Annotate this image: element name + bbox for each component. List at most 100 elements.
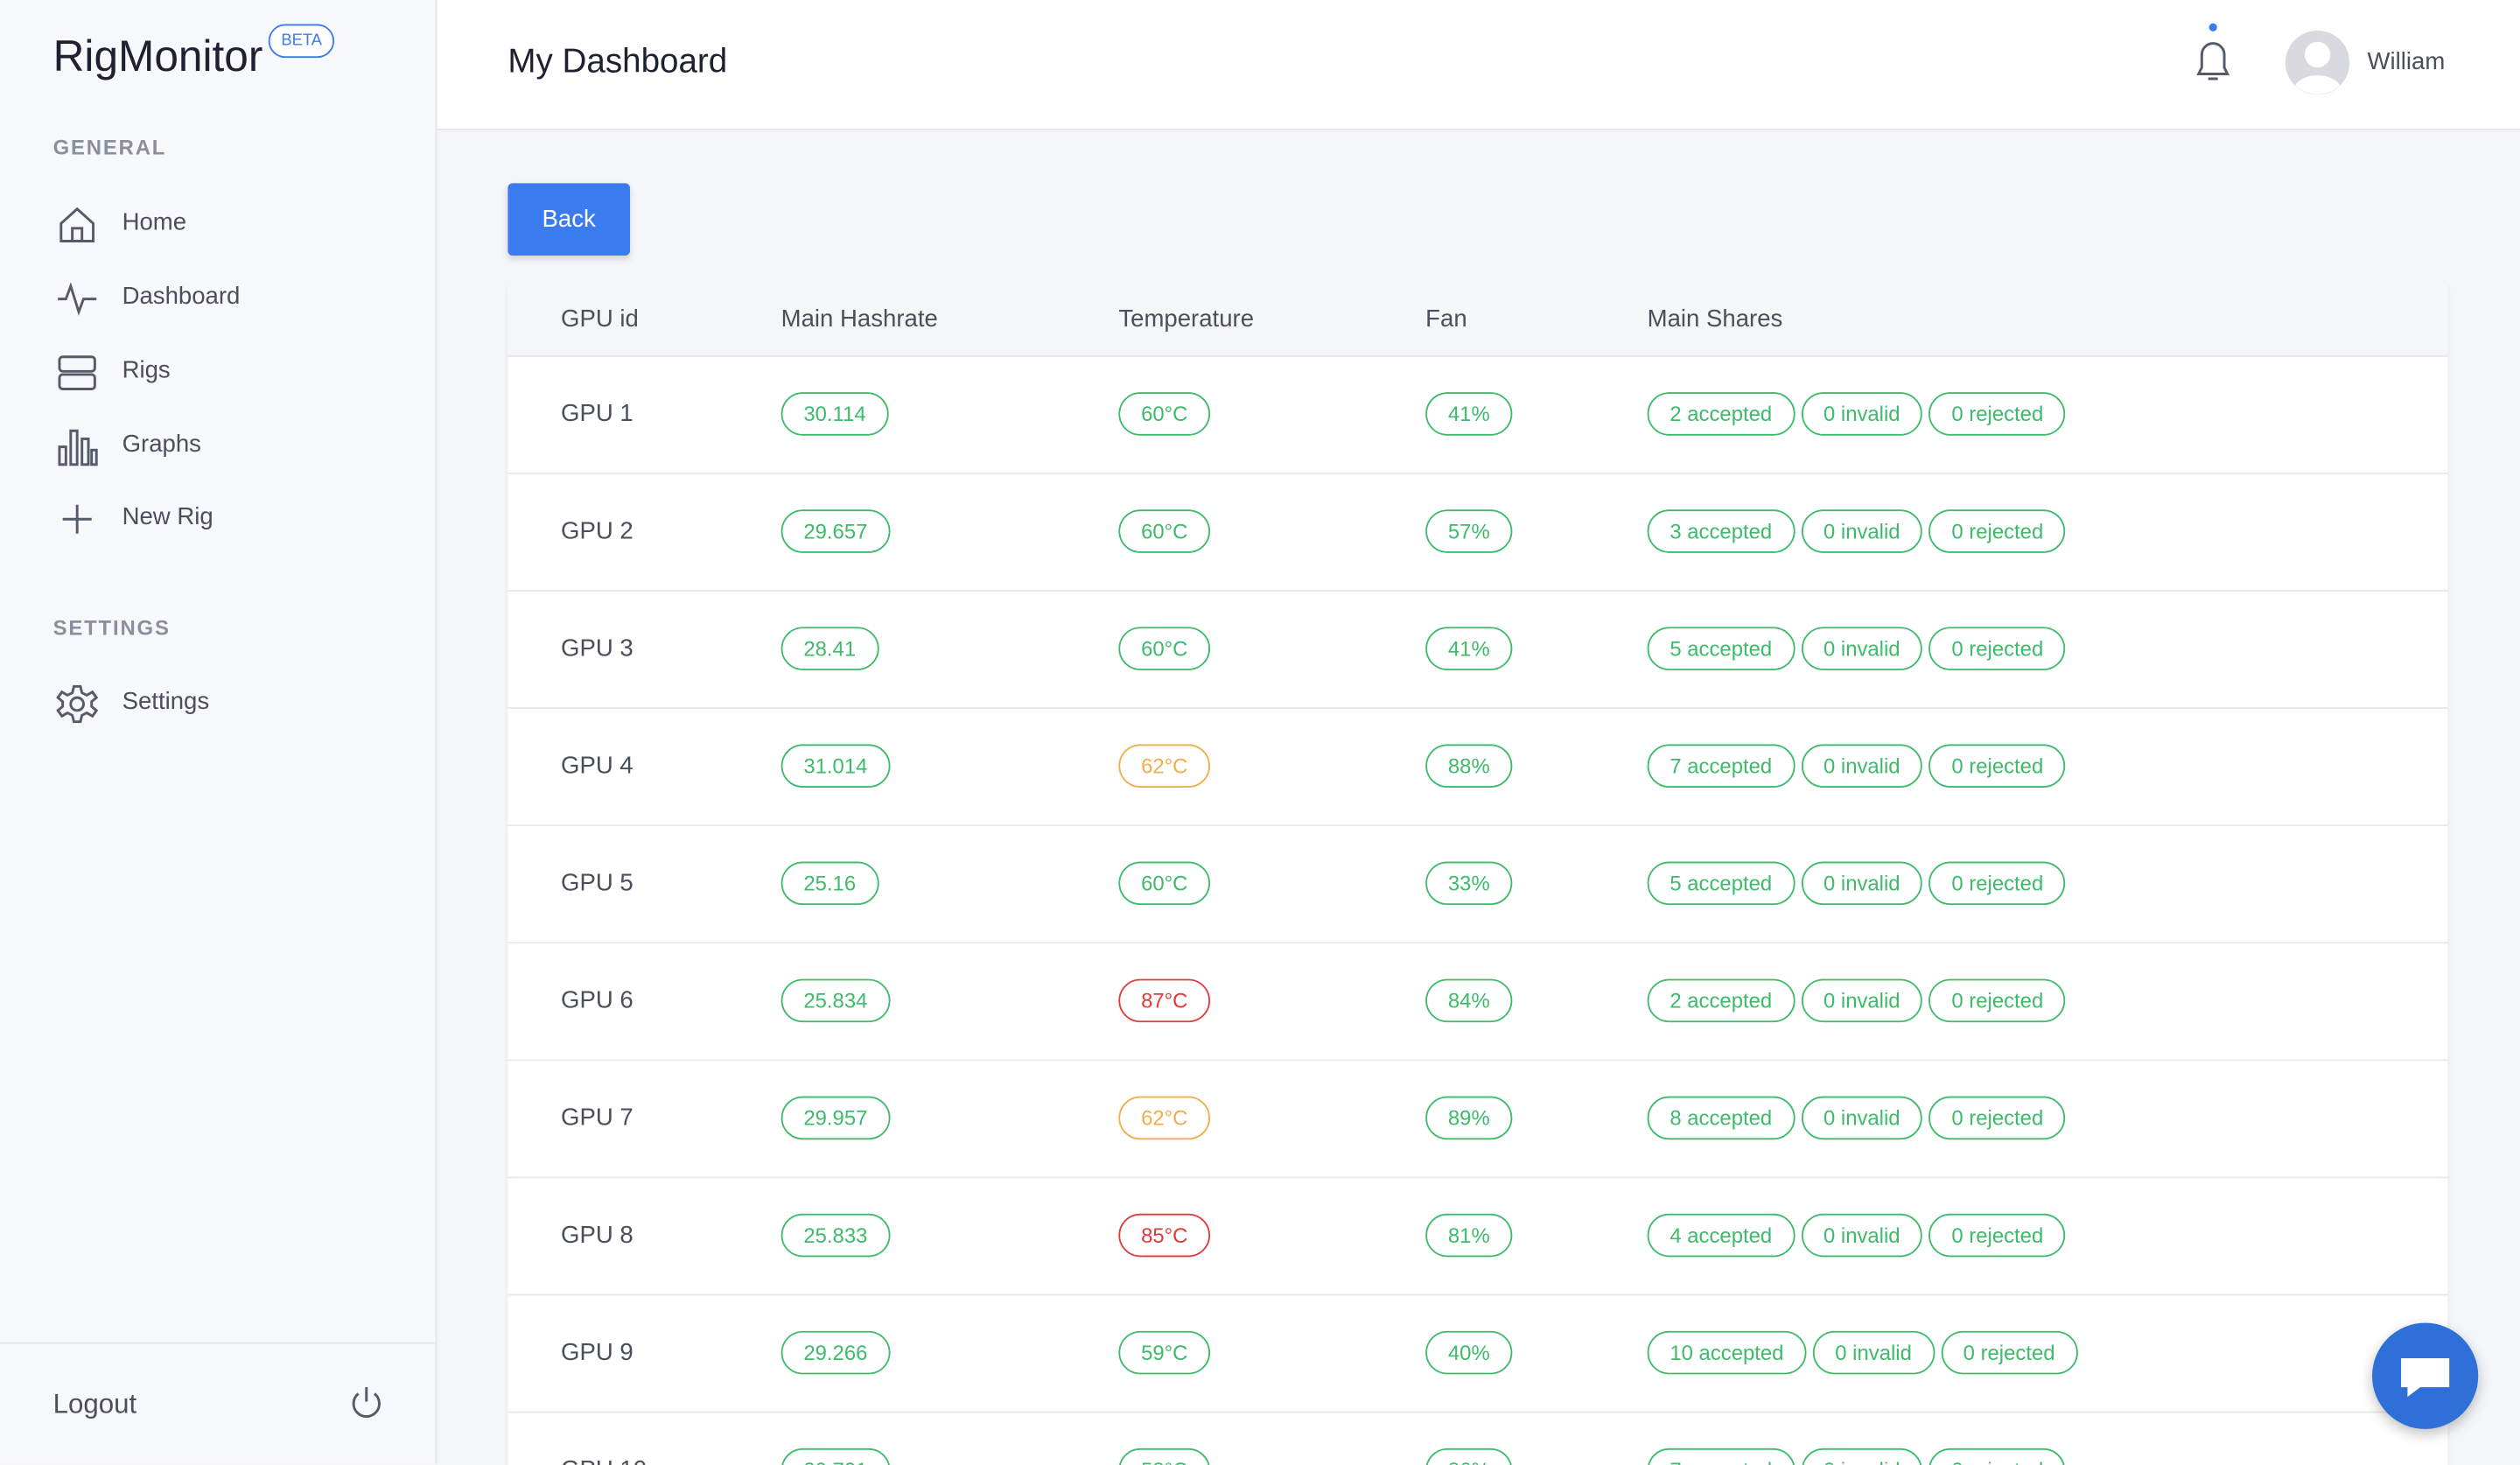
user-name[interactable]: William xyxy=(2367,48,2446,76)
share-badge: 0 invalid xyxy=(1801,861,1923,906)
share-badge: 0 invalid xyxy=(1801,627,1923,670)
column-header: Main Shares xyxy=(1647,305,1783,333)
gpu-id: GPU 5 xyxy=(561,869,634,897)
share-badge: 0 rejected xyxy=(1928,1096,2066,1140)
home-icon xyxy=(60,207,94,242)
avatar[interactable] xyxy=(2285,30,2350,95)
table-row: GPU 4 31.014 62°C 88% 7 accepted 0 invalid 0 r… xyxy=(508,709,2448,827)
column-header: Temperature xyxy=(1118,305,1255,333)
fan: 57% xyxy=(1425,509,1513,553)
share-badge: 0 rejected xyxy=(1928,627,2066,670)
table-row: GPU 2 29.657 60°C 57% 3 accepted 0 invalid 0 r… xyxy=(508,474,2448,592)
fan: 41% xyxy=(1425,627,1513,670)
share-badge: 0 rejected xyxy=(1940,1330,2078,1375)
share-badge: 0 invalid xyxy=(1801,1096,1923,1140)
fan: 40% xyxy=(1425,1330,1513,1375)
nav-item[interactable]: New Rig xyxy=(122,502,214,531)
plus-icon xyxy=(62,504,92,534)
chat-button[interactable] xyxy=(2372,1322,2479,1429)
hashrate: 29.266 xyxy=(780,1330,891,1375)
brand: RigMonitor xyxy=(52,32,263,81)
temperature: 60°C xyxy=(1118,627,1211,670)
temperature: 85°C xyxy=(1118,1213,1211,1258)
temperature: 59°C xyxy=(1118,1330,1211,1375)
gpu-id: GPU 6 xyxy=(561,986,634,1014)
divider xyxy=(0,1342,436,1344)
back-button[interactable]: Back xyxy=(508,183,630,256)
nav-item[interactable]: Settings xyxy=(122,688,210,716)
share-badge: 5 accepted xyxy=(1647,627,1795,670)
share-badge: 0 invalid xyxy=(1801,509,1923,553)
hashrate: 30.114 xyxy=(780,392,889,436)
share-badge: 0 rejected xyxy=(1928,509,2066,553)
beta-badge: BETA xyxy=(268,24,335,59)
table-header: GPU id Main Hashrate Temperature Fan Main Sh… xyxy=(508,283,2448,357)
share-badge: 0 invalid xyxy=(1812,1330,1935,1375)
share-badge: 2 accepted xyxy=(1647,392,1795,436)
gpu-id: GPU 4 xyxy=(561,752,634,780)
share-badge: 3 accepted xyxy=(1647,509,1795,553)
share-badge: 0 invalid xyxy=(1801,1213,1923,1258)
share-badge: 7 accepted xyxy=(1647,744,1795,788)
nav-item[interactable]: Graphs xyxy=(122,431,201,459)
nav-item[interactable]: Dashboard xyxy=(122,283,241,311)
dashboard-icon xyxy=(58,282,97,316)
settings-icon xyxy=(56,684,99,724)
temperature: 60°C xyxy=(1118,392,1211,436)
bell-icon[interactable] xyxy=(2189,19,2237,87)
column-header: Main Hashrate xyxy=(780,305,938,333)
shares: 4 accepted 0 invalid 0 rejected xyxy=(1647,1213,2066,1258)
logout[interactable]: Logout xyxy=(52,1388,137,1419)
fan: 88% xyxy=(1425,744,1513,788)
share-badge: 0 invalid xyxy=(1801,744,1923,788)
column-header: Fan xyxy=(1425,305,1467,333)
gpu-id: GPU 9 xyxy=(561,1338,634,1367)
share-badge: 0 rejected xyxy=(1928,1213,2066,1258)
share-badge: 10 accepted xyxy=(1647,1330,1807,1375)
fan: 81% xyxy=(1425,1213,1513,1258)
fan: 33% xyxy=(1425,861,1513,906)
power-icon[interactable] xyxy=(346,1383,388,1425)
table-row: GPU 10 30.701 58°C 86% 7 accepted 0 invalid 0 … xyxy=(508,1412,2447,1465)
share-badge: 0 rejected xyxy=(1928,744,2066,788)
share-badge: 7 accepted xyxy=(1647,1447,1795,1465)
table-row: GPU 3 28.41 60°C 41% 5 accepted 0 invalid 0 re… xyxy=(508,592,2448,709)
share-badge: 0 rejected xyxy=(1928,392,2066,436)
gpu-id: GPU 2 xyxy=(561,517,634,545)
share-badge: 0 rejected xyxy=(1928,1447,2066,1465)
temperature: 60°C xyxy=(1118,861,1211,906)
hashrate: 25.833 xyxy=(780,1213,891,1258)
section-title: GENERAL xyxy=(52,135,167,159)
sidebar: RigMonitor BETA GENERAL Home Dashboard R… xyxy=(0,0,438,1465)
fan: 41% xyxy=(1425,392,1513,436)
gpu-table: GPU id Main Hashrate Temperature Fan Main Sh… xyxy=(508,283,2448,1465)
hashrate: 30.701 xyxy=(780,1447,891,1465)
share-badge: 5 accepted xyxy=(1647,861,1795,906)
gpu-id: GPU 10 xyxy=(561,1456,647,1465)
table-row: GPU 8 25.833 85°C 81% 4 accepted 0 invalid 0 r… xyxy=(508,1178,2448,1296)
page-title: My Dashboard xyxy=(508,43,728,81)
share-badge: 4 accepted xyxy=(1647,1213,1795,1258)
nav-item[interactable]: Home xyxy=(122,208,187,236)
gpu-id: GPU 8 xyxy=(561,1221,634,1250)
share-badge: 0 rejected xyxy=(1928,978,2066,1023)
table-row: GPU 1 30.114 60°C 41% 2 accepted 0 invalid 0 r… xyxy=(508,357,2448,474)
share-badge: 0 rejected xyxy=(1928,861,2066,906)
temperature: 62°C xyxy=(1118,1096,1211,1140)
temperature: 58°C xyxy=(1118,1447,1211,1465)
section-title: SETTINGS xyxy=(52,615,171,641)
temperature: 62°C xyxy=(1118,744,1211,788)
temperature: 60°C xyxy=(1118,509,1211,553)
table-row: GPU 5 25.16 60°C 33% 5 accepted 0 invalid 0 re… xyxy=(508,826,2448,944)
hashrate: 29.957 xyxy=(780,1096,891,1140)
hashrate: 25.834 xyxy=(780,978,891,1023)
header: My Dashboard William xyxy=(437,0,2520,130)
share-badge: 0 invalid xyxy=(1801,978,1923,1023)
share-badge: 2 accepted xyxy=(1647,978,1795,1023)
rigs-icon xyxy=(58,355,96,390)
nav-item[interactable]: Rigs xyxy=(122,356,171,384)
